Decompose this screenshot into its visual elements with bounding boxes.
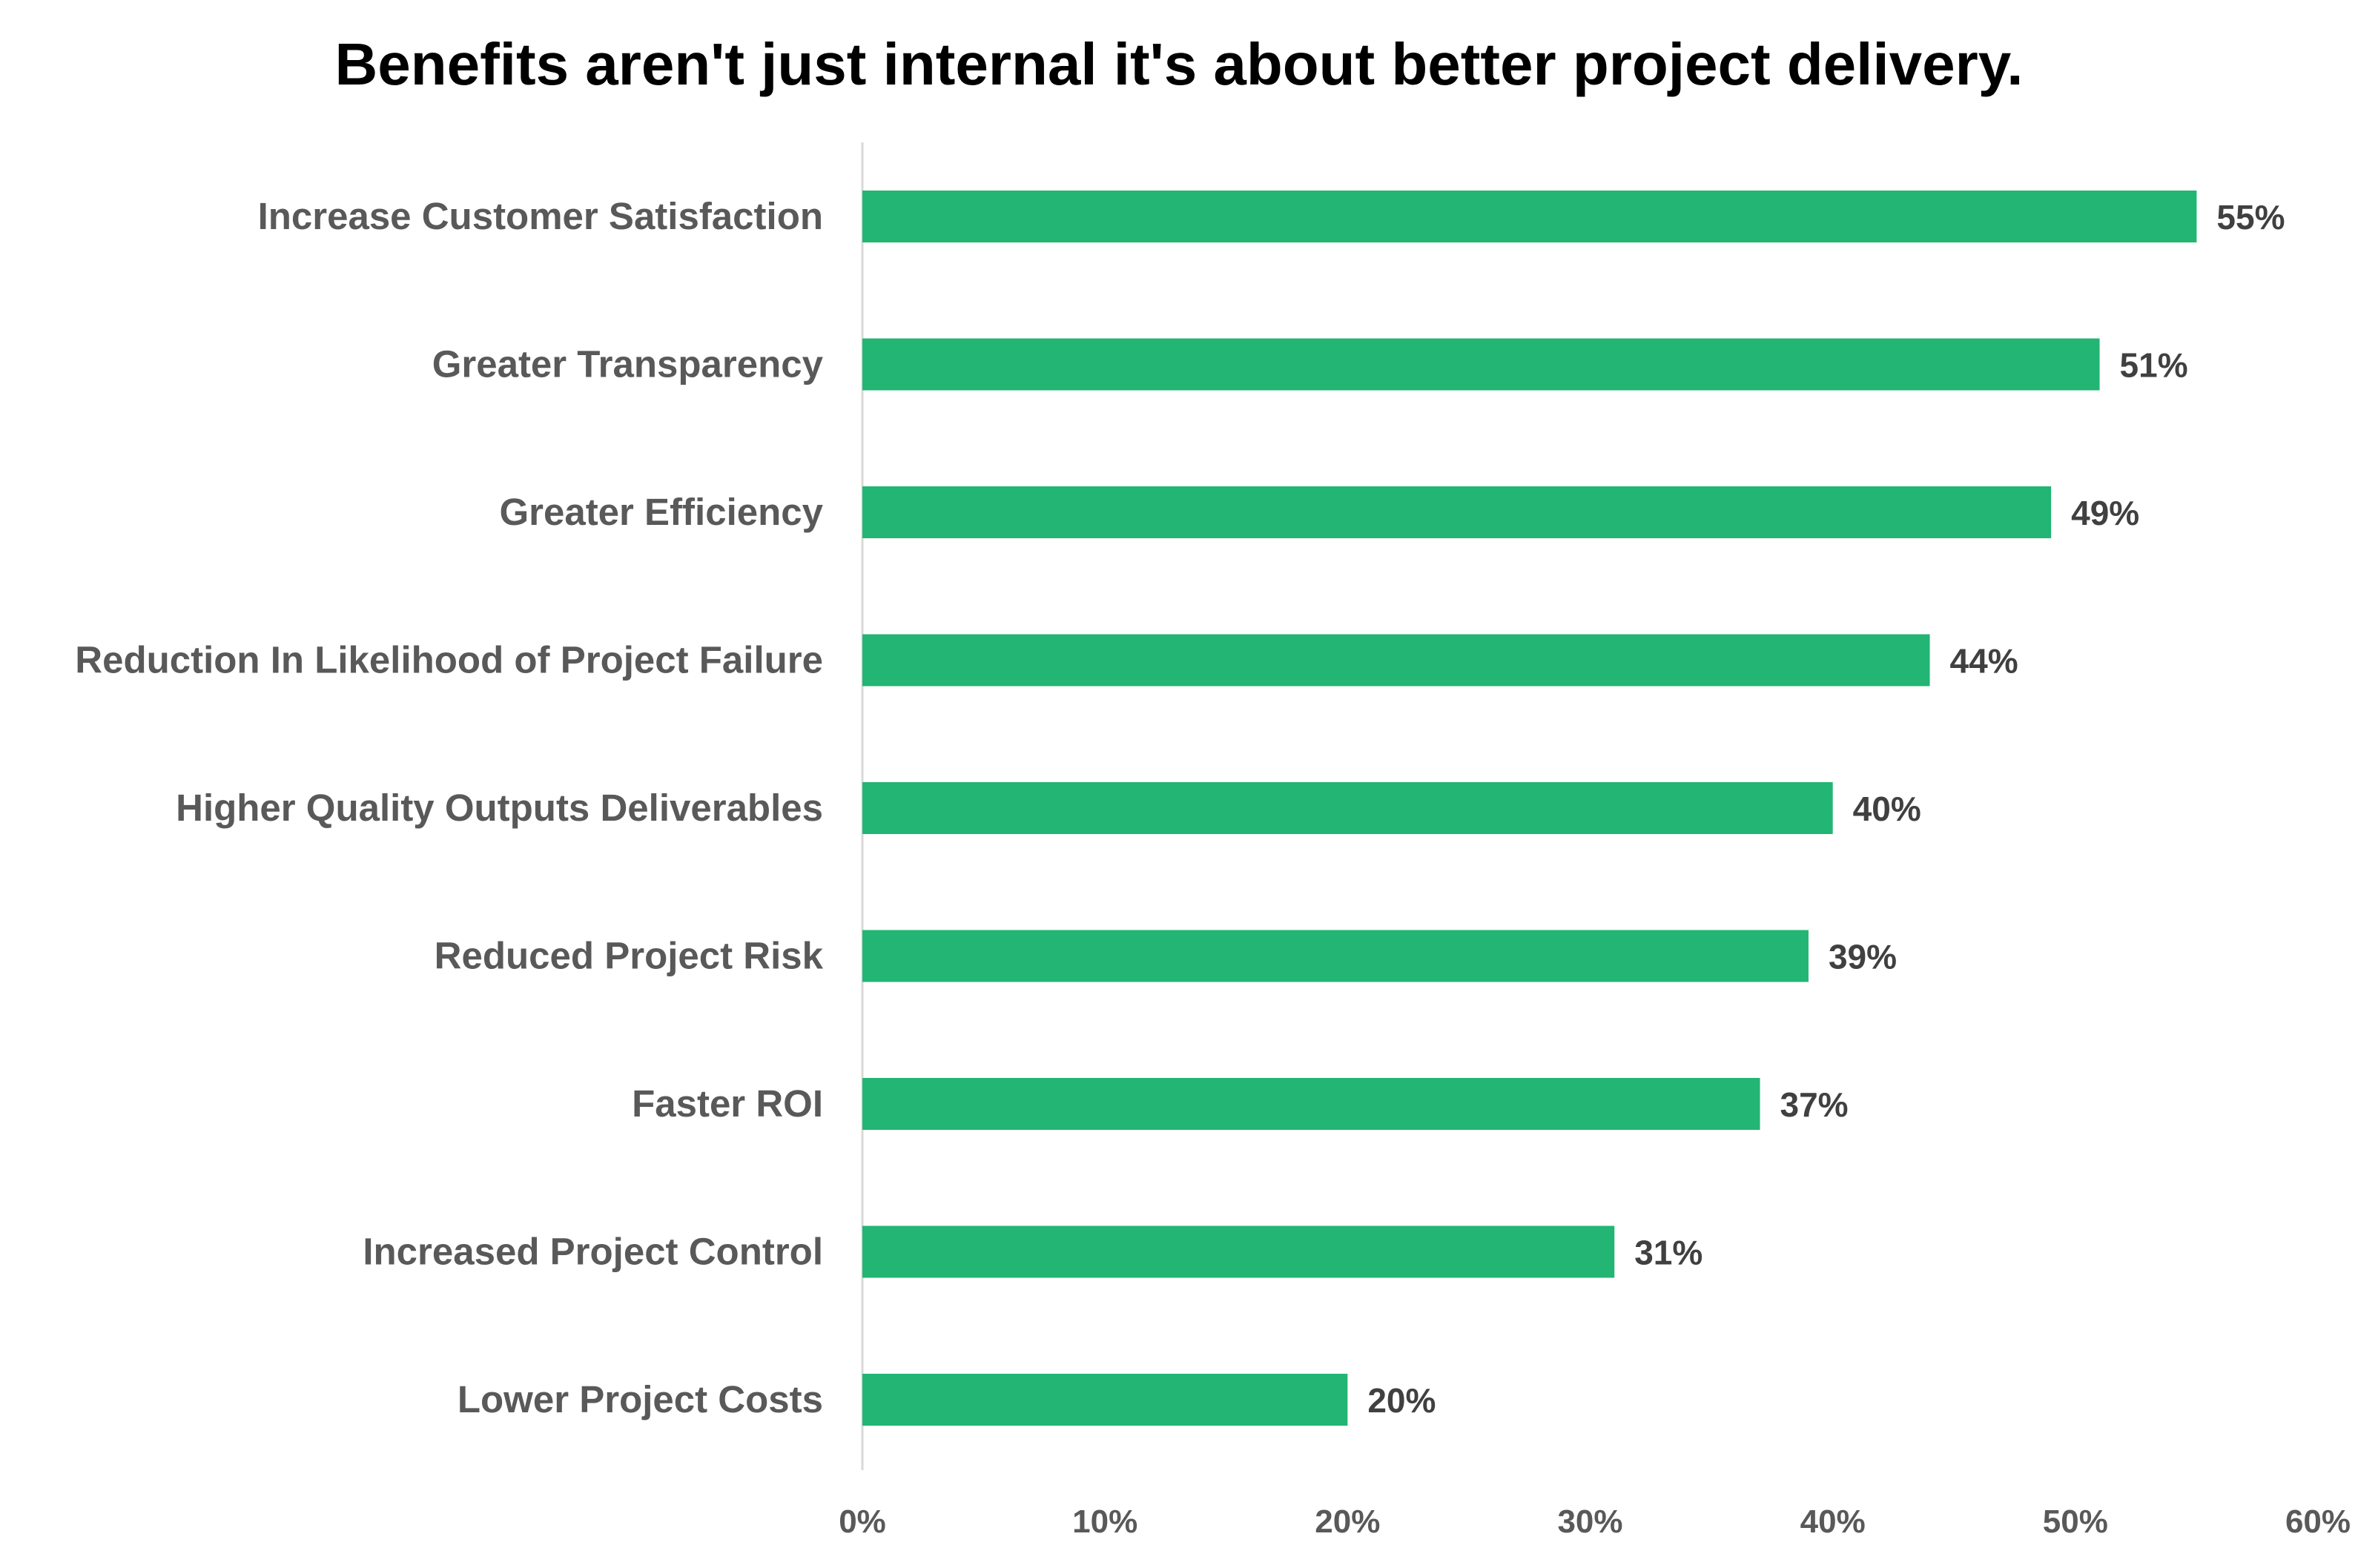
bar	[862, 191, 2197, 242]
category-label: Increased Project Control	[363, 1231, 823, 1273]
labels-layer: Increase Customer Satisfaction 55% Greater…	[75, 195, 2285, 1420]
bar	[862, 782, 1833, 834]
bar	[862, 338, 2100, 391]
category-label: Reduction In Likelihood of Project Failu…	[75, 639, 823, 681]
x-tick-label: 60%	[2285, 1504, 2351, 1540]
category-label: Greater Transparency	[432, 343, 824, 386]
data-label: 37%	[1780, 1085, 1849, 1124]
bars-layer	[862, 191, 2197, 1426]
x-tick-label: 50%	[2043, 1504, 2108, 1540]
category-label: Faster ROI	[632, 1082, 823, 1125]
data-label: 44%	[1950, 642, 2018, 681]
x-tick-label: 30%	[1557, 1504, 1622, 1540]
category-label: Greater Efficiency	[499, 491, 823, 533]
x-tick-label: 40%	[1800, 1504, 1866, 1540]
axis-layer: 0% 10% 20% 30% 40% 50% 60%	[839, 142, 2351, 1540]
bar	[862, 634, 1930, 687]
data-label: 31%	[1634, 1234, 1703, 1272]
bar	[862, 1374, 1348, 1426]
chart-title: Benefits aren't just internal it's about…	[334, 31, 2023, 97]
x-tick-label: 10%	[1072, 1504, 1137, 1540]
data-label: 51%	[2120, 346, 2188, 385]
data-label: 49%	[2071, 494, 2139, 532]
bar	[862, 1225, 1615, 1278]
data-label: 20%	[1367, 1381, 1436, 1420]
bar	[862, 486, 2052, 538]
data-label: 40%	[1853, 790, 1921, 828]
category-label: Lower Project Costs	[458, 1378, 823, 1420]
bar	[862, 930, 1809, 982]
category-label: Higher Quality Outputs Deliverables	[176, 787, 823, 829]
category-label: Increase Customer Satisfaction	[258, 195, 823, 237]
category-label: Reduced Project Risk	[435, 935, 824, 977]
x-tick-label: 20%	[1315, 1504, 1380, 1540]
data-label: 55%	[2216, 198, 2285, 236]
x-tick-label: 0%	[839, 1504, 886, 1540]
bar	[862, 1078, 1760, 1130]
data-label: 39%	[1829, 938, 1897, 976]
